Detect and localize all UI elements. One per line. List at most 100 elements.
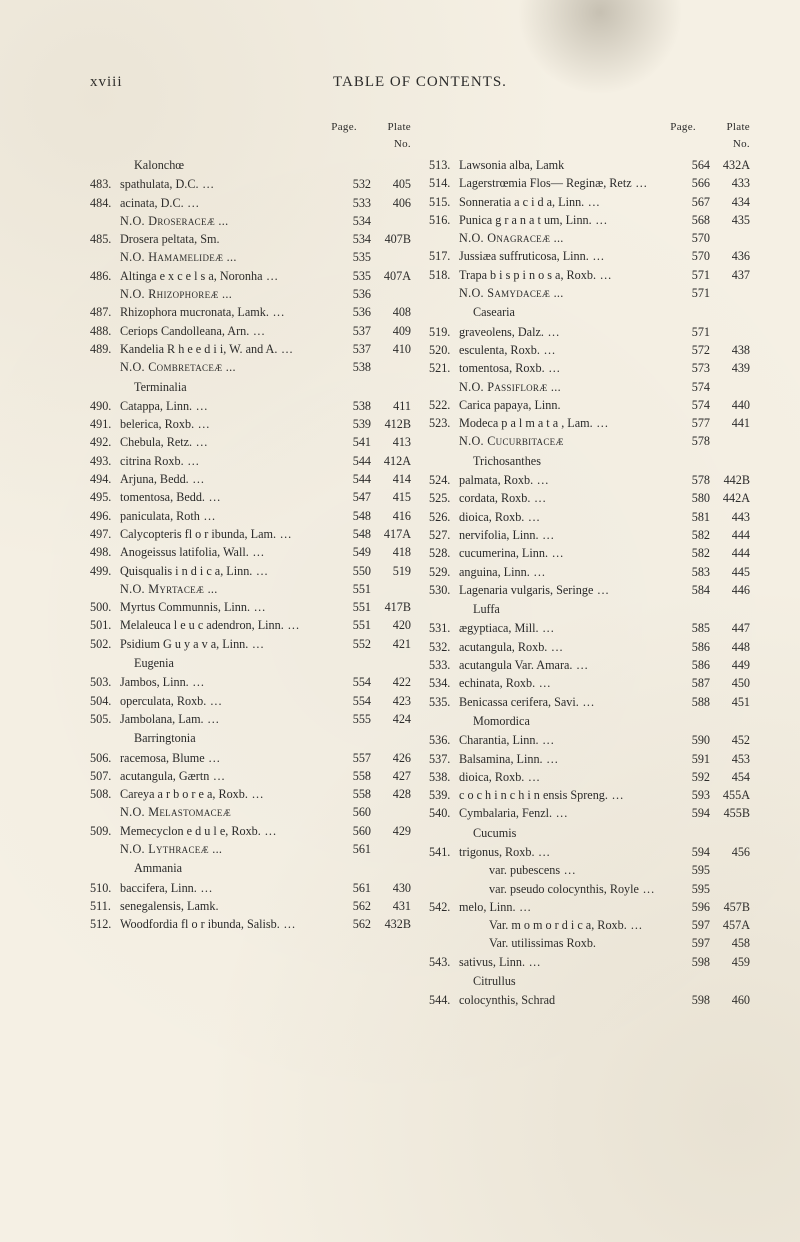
entry-row: 534.echinata, Roxb.587450 [429,674,750,692]
entry-index: 530. [429,581,459,599]
entry-text: operculata, Roxb. [120,692,341,710]
entry-page: 583 [680,563,710,581]
genus-header: Kalonchœ [90,156,411,174]
entry-index: 516. [429,211,459,229]
entry-page: 586 [680,656,710,674]
entry-plate: 434 [710,193,750,211]
entry-plate: 432B [371,915,411,933]
entry-page: 585 [680,619,710,637]
entry-text: cordata, Roxb. [459,489,680,507]
page-number-top: xviii [90,74,123,91]
entry-plate: 410 [371,340,411,358]
entry-index: 535. [429,693,459,711]
entry-row: 525.cordata, Roxb.580442A [429,489,750,507]
entry-plate: 448 [710,638,750,656]
family-row: N.O. Rhizophoreæ ...536 [90,285,411,303]
entry-text: dioica, Roxb. [459,508,680,526]
entry-page: 595 [680,861,710,879]
entry-row: 488.Ceriops Candolleana, Arn.537409 [90,322,411,340]
genus-header: Luffa [429,600,750,618]
entry-page: 582 [680,526,710,544]
entry-page: 532 [341,175,371,193]
entry-index: 541. [429,843,459,861]
entry-index: 498. [90,543,120,561]
right-column: Page. Plate No. 513.Lawsonia alba, Lamk5… [429,119,750,1010]
family-row: N.O. Passifloræ ...574 [429,378,750,396]
entry-index: 522. [429,396,459,414]
entry-page: 578 [680,471,710,489]
entry-row: 493.citrina Roxb.544412A [90,452,411,470]
left-column: Page. Plate No. Kalonchœ483.spathulata, … [90,119,411,1010]
genus-header: Ammania [90,859,411,877]
entry-index: 510. [90,879,120,897]
entry-text: Lawsonia alba, Lamk [459,156,680,174]
entry-text: citrina Roxb. [120,452,341,470]
entry-page: 597 [680,934,710,952]
family-name: N.O. Rhizophoreæ ... [120,285,341,303]
entry-row: 484.acinata, D.C.533406 [90,194,411,212]
col-header-plate: Plate [366,119,411,136]
entry-page: 537 [341,322,371,340]
entry-page: 584 [680,581,710,599]
entry-index: 533. [429,656,459,674]
entry-index: 496. [90,507,120,525]
entry-row: 528.cucumerina, Linn.582444 [429,544,750,562]
entry-index: 499. [90,562,120,580]
sub-entry-text: Var. utilissimas Roxb. [459,934,680,952]
entry-row: 514.Lagerstrœmia Flos— Reginæ, Retz56643… [429,174,750,192]
entry-index: 520. [429,341,459,359]
sub-entry-text: var. pubescens [459,861,680,879]
entry-row: 505.Jambolana, Lam.555424 [90,710,411,728]
entry-plate: 460 [710,991,750,1009]
entry-row: 518.Trapa b i s p i n o s a, Roxb.571437 [429,266,750,284]
entry-page: 581 [680,508,710,526]
entry-text: colocynthis, Schrad [459,991,680,1009]
entry-page: 558 [341,785,371,803]
entry-plate: 417A [371,525,411,543]
entry-page: 590 [680,731,710,749]
sub-entry-row: var. pubescens595 [429,861,750,879]
family-row: N.O. Droseraceæ ...534 [90,212,411,230]
col-header-page: Page. [302,119,357,136]
genus-header: Citrullus [429,972,750,990]
entry-text: acutangula Var. Ama­ra. [459,656,680,674]
genus-header: Eugenia [90,654,411,672]
entry-row: 511.senegalensis, Lamk.562431 [90,897,411,915]
entry-plate: 409 [371,322,411,340]
entry-index: 542. [429,898,459,916]
entry-row: 540.Cymbalaria, Fenzl.594455B [429,804,750,822]
family-name: N.O. Droseraceæ ... [120,212,341,230]
col-header-no: No. [705,136,750,153]
entry-index: 523. [429,414,459,432]
family-name: N.O. Cucurbitaceæ [459,432,680,450]
entry-index: 491. [90,415,120,433]
entry-text: Jambolana, Lam. [120,710,341,728]
entry-index: 532. [429,638,459,656]
entry-row: 517.Jussiæa suffruticosa, Linn.570436 [429,247,750,265]
entry-index: 525. [429,489,459,507]
entry-page: 551 [341,616,371,634]
entry-page: 578 [680,432,710,450]
entry-index: 501. [90,616,120,634]
entry-row: 486.Altinga e x c e l s a, Noronha535407… [90,267,411,285]
entry-page: 557 [341,749,371,767]
entry-row: 494.Arjuna, Bedd.544414 [90,470,411,488]
entry-index: 531. [429,619,459,637]
entry-row: 504.operculata, Roxb.554423 [90,692,411,710]
entry-row: 542.melo, Linn.596457B [429,898,750,916]
entry-page: 594 [680,843,710,861]
entry-page: 555 [341,710,371,728]
entry-row: 503.Jambos, Linn.554422 [90,673,411,691]
entry-page: 597 [680,916,710,934]
entry-row: 533.acutangula Var. Ama­ra.586449 [429,656,750,674]
entry-row: 501.Melaleuca l e u c a­dendron, Linn.55… [90,616,411,634]
entry-page: 571 [680,266,710,284]
entry-index: 537. [429,750,459,768]
entry-page: 592 [680,768,710,786]
entry-plate: 431 [371,897,411,915]
entry-text: Quisqualis i n d i c a, Linn. [120,562,341,580]
family-name: N.O. Lythraceæ ... [120,840,341,858]
entry-plate: 459 [710,953,750,971]
entry-page: 538 [341,358,371,376]
entry-plate: 438 [710,341,750,359]
